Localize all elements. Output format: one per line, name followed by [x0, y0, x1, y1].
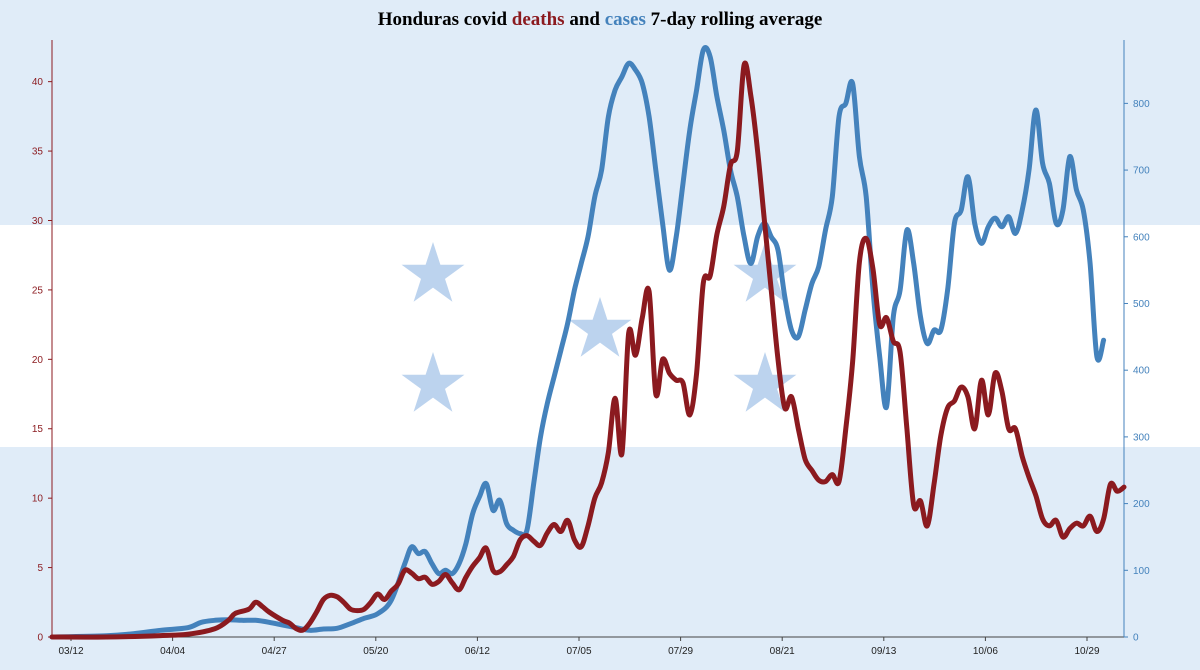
chart-title-deaths: deaths [512, 9, 565, 30]
x-tick-label: 03/12 [58, 646, 83, 657]
right-tick-label: 300 [1133, 432, 1150, 443]
star-icon [568, 297, 632, 357]
right-tick-label: 600 [1133, 232, 1150, 243]
left-tick-label: 30 [32, 216, 44, 227]
right-tick-label: 700 [1133, 166, 1150, 177]
x-tick-label: 04/27 [262, 646, 287, 657]
flag-band-top [0, 0, 1200, 225]
left-tick-label: 20 [32, 355, 44, 366]
left-tick-label: 40 [32, 77, 44, 88]
x-tick-label: 04/04 [160, 646, 185, 657]
deaths-line [49, 60, 1127, 640]
right-tick-label: 200 [1133, 499, 1150, 510]
left-tick-label: 35 [32, 147, 44, 158]
x-tick-label: 07/29 [668, 646, 693, 657]
star-icon [401, 242, 465, 302]
star-icon [733, 352, 797, 412]
x-tick-label: 08/21 [770, 646, 795, 657]
x-tick-label: 10/06 [973, 646, 998, 657]
right-tick-label: 800 [1133, 99, 1150, 110]
left-tick-label: 15 [32, 424, 44, 435]
right-tick-label: 500 [1133, 299, 1150, 310]
chart-title-prefix: Honduras covid [378, 9, 512, 30]
x-tick-label: 06/12 [465, 646, 490, 657]
series-lines [49, 45, 1127, 640]
left-tick-label: 25 [32, 285, 44, 296]
chart-title-suffix: 7-day rolling average [646, 9, 822, 30]
x-tick-label: 07/05 [566, 646, 591, 657]
left-tick-label: 0 [37, 633, 43, 644]
x-tick-label: 09/13 [871, 646, 896, 657]
right-tick-label: 400 [1133, 366, 1150, 377]
star-icon [733, 242, 797, 302]
cases-line [49, 45, 1107, 640]
chart-title: Honduras covid deaths and cases 7-day ro… [378, 9, 823, 30]
chart-title-middle: and [565, 9, 605, 30]
star-icon [401, 352, 465, 412]
axes: 0510152025303540010020030040050060070080… [32, 40, 1150, 657]
chart-title-cases: cases [605, 9, 646, 30]
left-tick-label: 5 [37, 563, 43, 574]
x-tick-label: 10/29 [1074, 646, 1099, 657]
x-tick-label: 05/20 [363, 646, 388, 657]
right-tick-label: 0 [1133, 633, 1139, 644]
left-tick-label: 10 [32, 494, 44, 505]
right-tick-label: 100 [1133, 566, 1150, 577]
